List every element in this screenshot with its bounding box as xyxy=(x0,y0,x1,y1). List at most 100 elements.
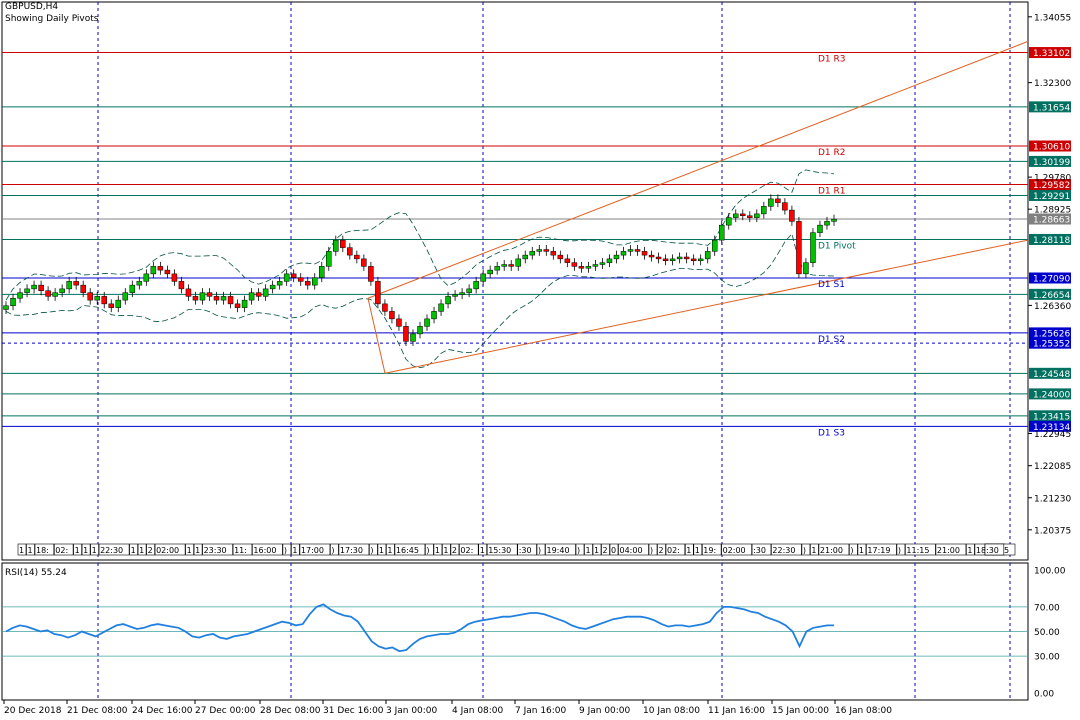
time-label-7: 22:30 xyxy=(100,546,123,555)
candle-body-69 xyxy=(487,269,493,275)
time-label-58: 11:15 xyxy=(906,546,929,555)
time-label-53: 21:00 xyxy=(820,546,843,555)
time-label-box-11 xyxy=(154,543,186,556)
time-label-25: 16:45 xyxy=(396,546,419,555)
pivot-label-4: D1 R1 xyxy=(818,187,846,197)
time-label-box-59 xyxy=(935,543,967,556)
x-tick-label-6: 3 Jan 00:00 xyxy=(386,706,438,716)
time-label-box-1 xyxy=(26,543,35,556)
time-label-14: 23:30 xyxy=(204,546,227,555)
candle-body-13 xyxy=(94,296,100,301)
time-label-19: 17:00 xyxy=(301,546,324,555)
candle-body-105 xyxy=(740,213,746,216)
price-tag-bg-12 xyxy=(1029,367,1071,379)
time-label-box-18 xyxy=(291,543,300,556)
time-label-48: 02:00 xyxy=(723,546,746,555)
candle-body-30 xyxy=(213,296,220,301)
candle-body-3 xyxy=(24,288,30,293)
pivot-labels: D1 R3 D1 R2 D1 R1 D1 Pivot D1 S1 D1 S2 D1 S3 xyxy=(818,55,856,439)
time-label-37: 1 xyxy=(586,546,591,555)
y-tick-label-5: 1.22945 xyxy=(1034,430,1071,440)
candle-body-56 xyxy=(396,318,402,327)
price-tag-bg-1 xyxy=(1029,101,1071,113)
candle-body-67 xyxy=(473,281,479,290)
pivots-note: Showing Daily Pivots xyxy=(5,14,99,24)
price-tag-11: 1.25352 xyxy=(1033,340,1070,350)
time-label-box-46 xyxy=(693,543,703,556)
time-label-13: 1 xyxy=(195,546,200,555)
trend-channel xyxy=(367,40,1029,374)
price-tag-6: 1.28663 xyxy=(1033,216,1070,226)
time-label-6: 1 xyxy=(92,546,97,555)
time-label-box-21 xyxy=(338,543,370,556)
time-label-box-38 xyxy=(592,543,602,556)
time-label-box-43 xyxy=(657,543,666,556)
time-label-box-52 xyxy=(810,543,819,556)
time-label-box-39 xyxy=(601,543,610,556)
candle-body-84 xyxy=(592,264,599,267)
time-label-box-12 xyxy=(185,543,194,556)
time-label-3: 02: xyxy=(55,546,68,555)
x-tick-label-2: 24 Dec 16:00 xyxy=(132,706,193,716)
time-label-box-31 xyxy=(478,543,488,556)
time-label-box-60 xyxy=(966,543,975,556)
time-label-strip: 1 1 18: 02: 1 1 1 22:30 1 1 2 02:00 1 1 23:30 11: 16:00)… xyxy=(17,543,1016,556)
time-label-box-2 xyxy=(34,543,55,556)
x-tick-label-11: 11 Jan 16:00 xyxy=(708,706,765,716)
candle-body-9 xyxy=(66,281,72,290)
time-label-box-42 xyxy=(648,543,658,556)
candle-body-76 xyxy=(536,249,543,252)
candle-body-108 xyxy=(761,206,767,215)
candle-body-66 xyxy=(466,288,472,293)
time-label-box-49 xyxy=(751,543,772,556)
time-label-box-23 xyxy=(377,543,387,556)
candle-body-81 xyxy=(571,262,578,267)
time-label-box-19 xyxy=(299,543,331,556)
candle-body-104 xyxy=(733,213,739,218)
chart-symbol: GBPUSD,H4 xyxy=(5,2,59,12)
main-panel-frame xyxy=(1,1,1029,561)
time-label-box-48 xyxy=(721,543,752,556)
time-label-23: 1 xyxy=(379,546,384,555)
candle-body-16 xyxy=(115,299,122,308)
candle-body-92 xyxy=(648,254,655,258)
candle-body-39 xyxy=(276,281,283,286)
price-tag-12: 1.24548 xyxy=(1033,370,1070,380)
candle-body-63 xyxy=(445,296,451,305)
candle-body-25 xyxy=(178,281,185,290)
time-label-29: 2 xyxy=(452,546,457,555)
candle-body-14 xyxy=(101,296,107,305)
candle-body-7 xyxy=(52,292,58,297)
candle-body-15 xyxy=(108,303,115,308)
time-label-box-53 xyxy=(818,543,850,556)
time-label-box-45 xyxy=(684,543,694,556)
time-label-box-47 xyxy=(701,543,722,556)
candle-body-45 xyxy=(319,266,325,278)
price-tag-bg-11 xyxy=(1029,337,1071,349)
time-label-box-16 xyxy=(252,543,283,556)
price-tag-10: 1.25626 xyxy=(1033,329,1070,339)
candle-body-26 xyxy=(185,288,192,297)
time-label-box-7 xyxy=(98,543,130,556)
time-label-box-8 xyxy=(129,543,138,556)
candle-body-112 xyxy=(789,209,795,222)
time-label-4: 1 xyxy=(75,546,80,555)
candle-body-91 xyxy=(641,251,648,256)
price-tag-15: 1.23134 xyxy=(1033,423,1070,433)
pivot-label-7: D1 Pivot xyxy=(818,241,856,251)
price-tag-bg-5 xyxy=(1029,189,1071,201)
candle-body-33 xyxy=(234,303,241,308)
time-label-56: 17:19 xyxy=(867,546,890,555)
y-tick-label-0: 1.34055 xyxy=(1034,13,1071,23)
candle-body-51 xyxy=(361,258,367,267)
candle-body-107 xyxy=(754,213,760,218)
candle-body-21 xyxy=(150,266,157,275)
time-label-5: 1 xyxy=(83,546,88,555)
candle-body-115 xyxy=(810,232,816,263)
candle-body-59 xyxy=(417,326,423,335)
candle-body-20 xyxy=(143,273,150,282)
candle-body-29 xyxy=(206,292,213,297)
price-tag-bg-0 xyxy=(1029,47,1071,59)
time-label-box-13 xyxy=(193,543,203,556)
